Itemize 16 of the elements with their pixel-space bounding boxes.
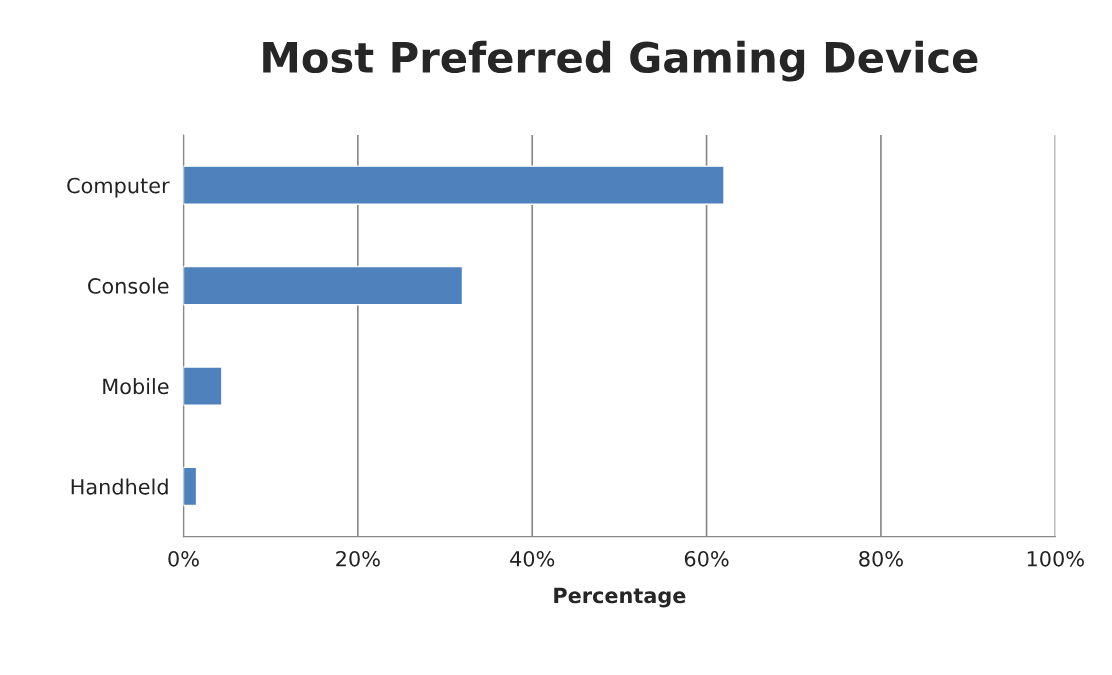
x-tick-label: 60% — [684, 550, 729, 567]
x-tick-label: 20% — [336, 550, 380, 567]
x-tick-label: 80% — [859, 550, 903, 567]
x-axis-title: Percentage — [554, 587, 686, 608]
bar — [183, 165, 725, 205]
bar — [183, 466, 198, 507]
x-tick-label: 40% — [510, 550, 555, 567]
y-tick-label: Handheld — [71, 478, 168, 495]
bar — [183, 366, 223, 406]
chart-title: Most Preferred Gaming Device — [263, 40, 978, 82]
x-tick-label: 0% — [168, 550, 199, 567]
x-tick-label: 100% — [1027, 550, 1084, 567]
bar — [183, 265, 464, 306]
y-tick-label: Computer — [67, 177, 170, 198]
y-tick-label: Mobile — [103, 378, 169, 395]
y-tick-label: Console — [88, 277, 169, 294]
